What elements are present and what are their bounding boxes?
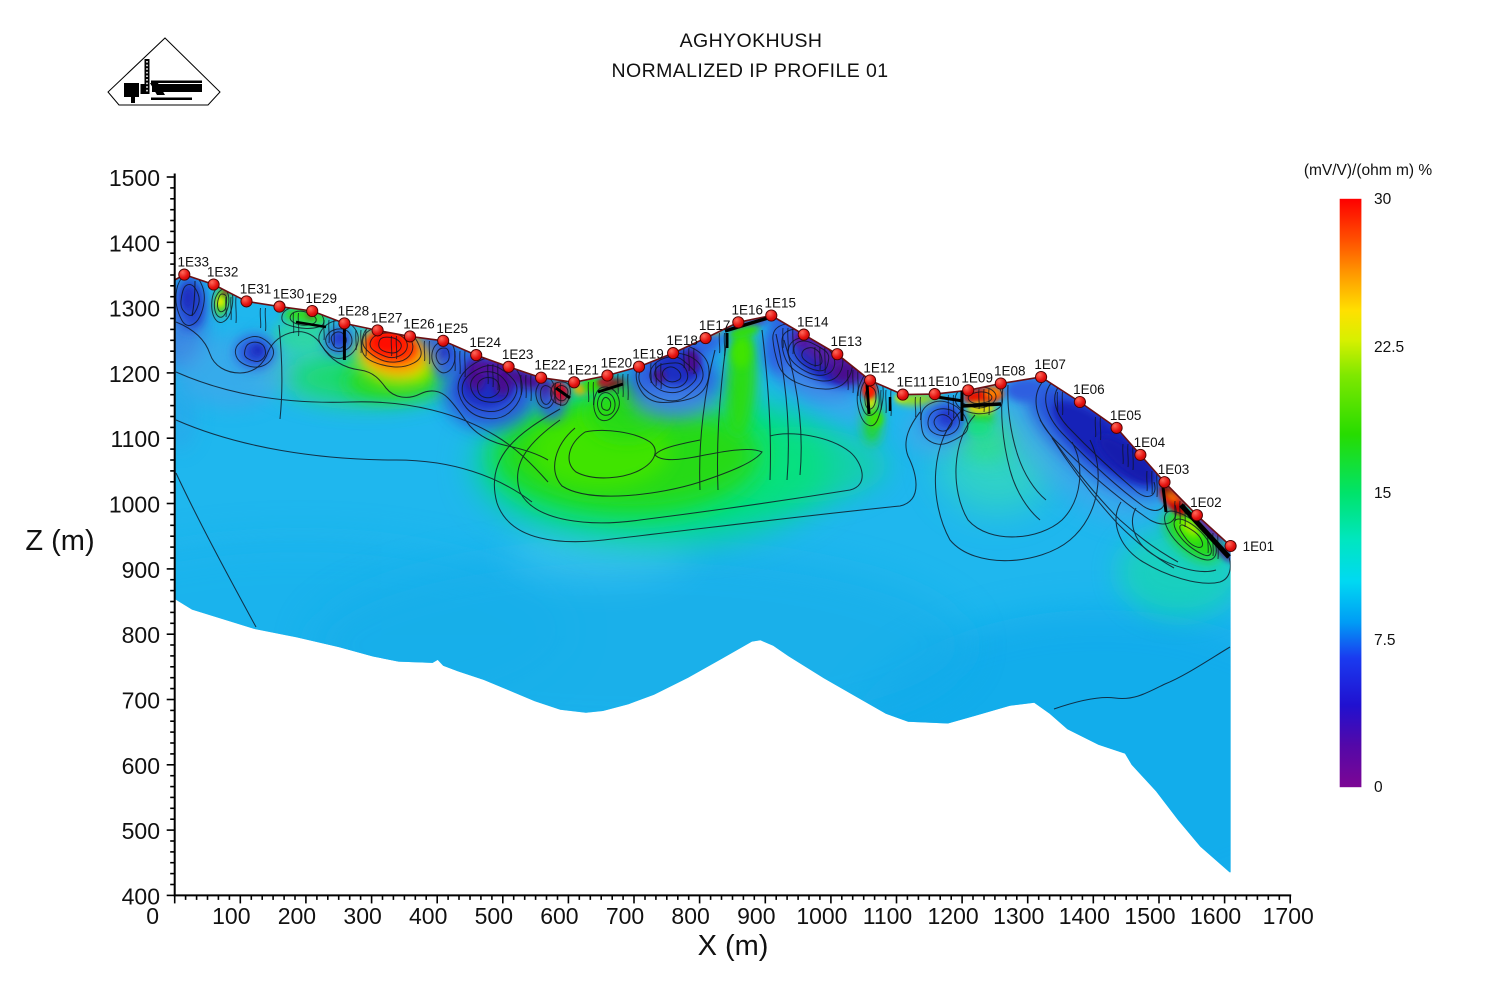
svg-text:1E01: 1E01: [1243, 539, 1275, 554]
svg-text:X (m): X (m): [698, 930, 769, 962]
svg-text:1E07: 1E07: [1034, 357, 1066, 372]
svg-text:NORMALIZED IP PROFILE 01: NORMALIZED IP PROFILE 01: [612, 60, 889, 82]
svg-text:1500: 1500: [109, 165, 160, 191]
svg-text:0: 0: [1374, 779, 1383, 796]
svg-text:900: 900: [122, 557, 160, 583]
svg-text:700: 700: [606, 903, 644, 929]
svg-text:1E03: 1E03: [1158, 462, 1190, 477]
svg-text:800: 800: [671, 903, 709, 929]
svg-text:0: 0: [146, 903, 159, 929]
svg-text:1E23: 1E23: [502, 347, 534, 362]
svg-text:1E10: 1E10: [928, 374, 960, 389]
svg-text:1E27: 1E27: [371, 310, 403, 325]
svg-text:1E29: 1E29: [305, 291, 337, 306]
svg-text:1E16: 1E16: [732, 302, 764, 317]
svg-text:1300: 1300: [109, 296, 160, 322]
svg-text:1E11: 1E11: [897, 375, 928, 390]
svg-text:1E24: 1E24: [469, 335, 501, 350]
svg-text:1E12: 1E12: [863, 360, 895, 375]
svg-text:1E33: 1E33: [178, 255, 210, 270]
svg-text:1E26: 1E26: [403, 316, 435, 331]
svg-text:1E17: 1E17: [699, 318, 731, 333]
svg-text:100: 100: [212, 903, 250, 929]
svg-text:1E22: 1E22: [534, 358, 566, 373]
svg-text:1E25: 1E25: [436, 321, 468, 336]
svg-text:1400: 1400: [109, 230, 160, 256]
svg-text:600: 600: [122, 753, 160, 779]
svg-text:(mV/V)/(ohm m) %: (mV/V)/(ohm m) %: [1304, 162, 1433, 179]
svg-text:AGHYOKHUSH: AGHYOKHUSH: [680, 30, 823, 52]
svg-text:1000: 1000: [796, 903, 847, 929]
svg-text:30: 30: [1374, 191, 1392, 208]
svg-text:500: 500: [475, 903, 513, 929]
svg-text:1E32: 1E32: [207, 265, 239, 280]
svg-text:1E05: 1E05: [1110, 408, 1142, 423]
svg-text:1E09: 1E09: [961, 370, 993, 385]
svg-text:22.5: 22.5: [1374, 339, 1404, 356]
svg-text:1E31: 1E31: [240, 281, 272, 296]
svg-text:1E30: 1E30: [273, 287, 305, 302]
svg-text:1700: 1700: [1263, 903, 1314, 929]
svg-text:200: 200: [278, 903, 316, 929]
svg-text:300: 300: [343, 903, 381, 929]
svg-text:1E18: 1E18: [666, 333, 698, 348]
svg-text:1300: 1300: [993, 903, 1044, 929]
svg-text:1E04: 1E04: [1134, 435, 1166, 450]
svg-text:900: 900: [737, 903, 775, 929]
svg-text:1600: 1600: [1190, 903, 1241, 929]
svg-text:1E21: 1E21: [567, 362, 599, 377]
svg-text:1200: 1200: [928, 903, 979, 929]
svg-text:600: 600: [540, 903, 578, 929]
svg-text:1100: 1100: [863, 903, 912, 929]
svg-text:1000: 1000: [109, 492, 160, 518]
svg-text:Z (m): Z (m): [25, 525, 94, 557]
svg-text:7.5: 7.5: [1374, 632, 1396, 649]
svg-text:700: 700: [122, 688, 160, 714]
svg-text:1E14: 1E14: [797, 315, 829, 330]
svg-text:800: 800: [122, 622, 160, 648]
svg-text:15: 15: [1374, 485, 1391, 502]
svg-text:1E13: 1E13: [831, 334, 863, 349]
svg-text:500: 500: [122, 818, 160, 844]
svg-text:1E15: 1E15: [765, 296, 797, 311]
svg-text:1E28: 1E28: [338, 303, 370, 318]
svg-text:1E20: 1E20: [601, 356, 633, 371]
svg-text:1E19: 1E19: [632, 347, 664, 362]
svg-text:1E02: 1E02: [1190, 495, 1222, 510]
svg-text:1200: 1200: [109, 361, 160, 387]
svg-text:1E06: 1E06: [1073, 382, 1105, 397]
svg-text:1100: 1100: [111, 426, 160, 452]
svg-text:1500: 1500: [1124, 903, 1175, 929]
svg-text:1E08: 1E08: [994, 364, 1026, 379]
svg-text:400: 400: [122, 883, 160, 909]
svg-text:1400: 1400: [1059, 903, 1110, 929]
svg-text:400: 400: [409, 903, 447, 929]
